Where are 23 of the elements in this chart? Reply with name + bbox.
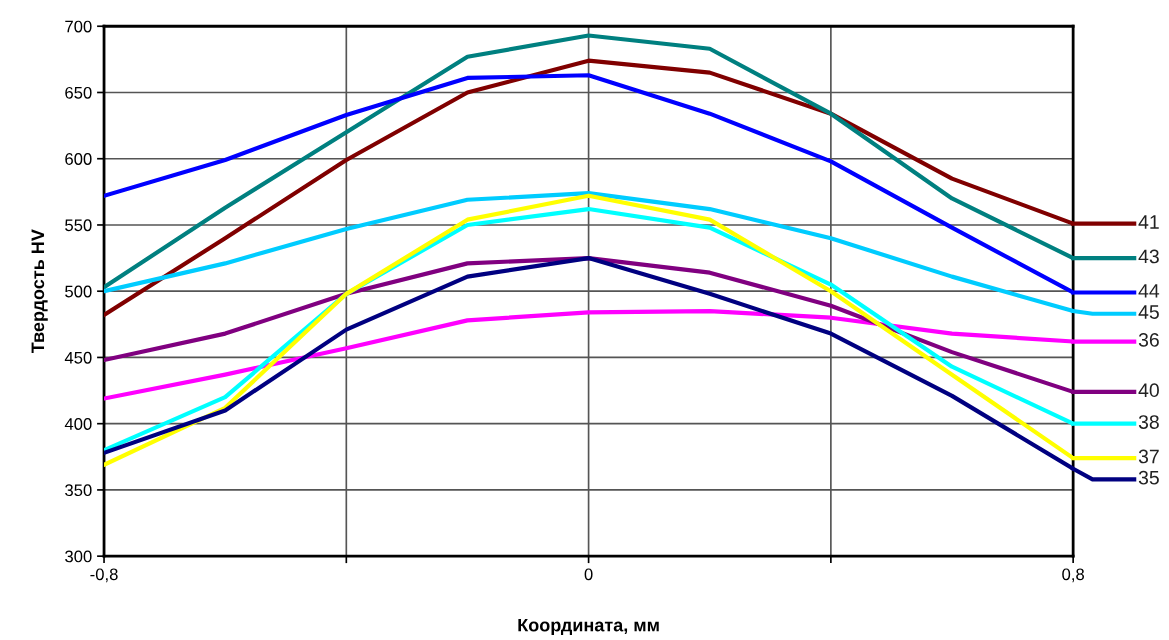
y-tick-label: 400 [64, 418, 92, 430]
x-tick-label: -0,8 [90, 568, 118, 583]
legend-label: 40 [1138, 383, 1159, 398]
y-tick-label: 450 [64, 351, 92, 364]
y-axis-title: Твердость HV [31, 229, 48, 354]
legend-label: 43 [1138, 249, 1159, 264]
legend-label: 36 [1138, 332, 1159, 347]
y-tick-label: 700 [65, 20, 92, 33]
y-tick-label: 500 [65, 285, 92, 298]
x-axis-title: Координата, мм [518, 618, 659, 636]
legend-label: 37 [1138, 449, 1159, 464]
legend-label: 41 [1138, 215, 1159, 229]
x-tick-label: 0 [584, 568, 593, 581]
legend-label: 35 [1138, 470, 1159, 485]
legend-label: 38 [1138, 415, 1159, 429]
y-tick-label: 300 [65, 550, 92, 563]
legend-label: 45 [1138, 305, 1159, 319]
y-tick-label: 350 [65, 484, 92, 497]
legend-label: 44 [1138, 284, 1160, 298]
y-tick-label: 550 [65, 219, 92, 232]
x-tick-label: 0,8 [1062, 568, 1084, 583]
y-tick-label: 600 [65, 153, 92, 165]
y-tick-label: 650 [65, 86, 92, 99]
